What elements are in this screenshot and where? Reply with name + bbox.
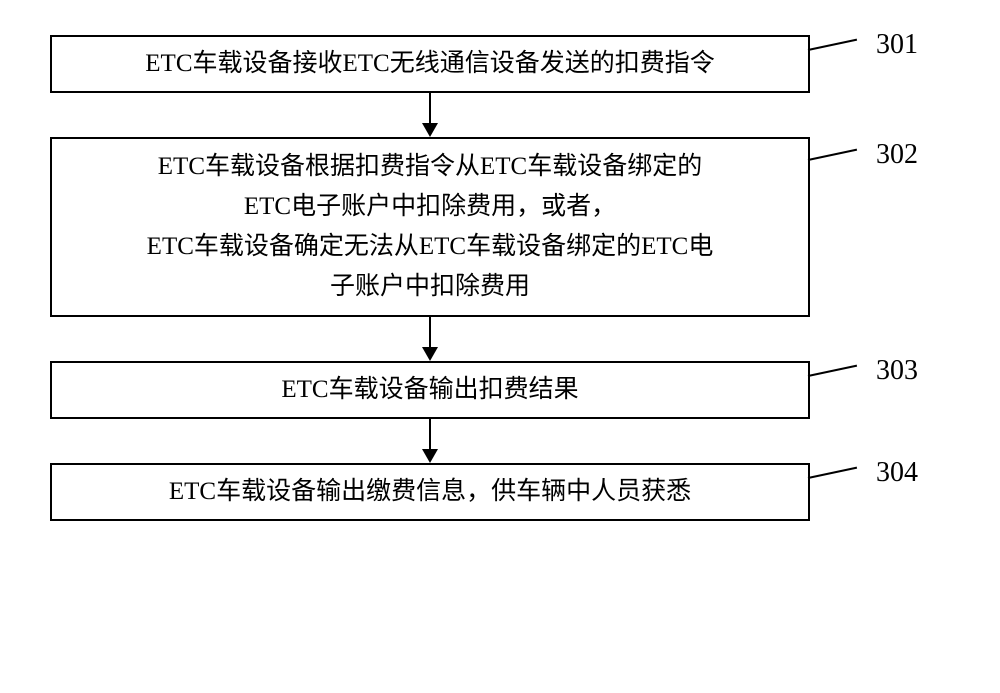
step-label-1: 301: [876, 29, 918, 61]
arrow-3: [50, 419, 810, 463]
flowchart-node-3: 303 ETC车载设备输出扣费结果: [50, 361, 810, 419]
down-arrow-icon: [415, 317, 445, 361]
flowchart-node-1: 301 ETC车载设备接收ETC无线通信设备发送的扣费指令: [50, 35, 810, 93]
flowchart-node-4: 304 ETC车载设备输出缴费信息，供车辆中人员获悉: [50, 463, 810, 521]
node-text-4: ETC车载设备输出缴费信息，供车辆中人员获悉: [169, 472, 691, 512]
flowchart-node-2: 302 ETC车载设备根据扣费指令从ETC车载设备绑定的 ETC电子账户中扣除费…: [50, 137, 810, 317]
connector-line: [808, 39, 857, 51]
connector-line: [808, 467, 857, 479]
down-arrow-icon: [415, 93, 445, 137]
step-label-3: 303: [876, 355, 918, 387]
step-label-4: 304: [876, 457, 918, 489]
connector-line: [808, 365, 857, 377]
etc-flowchart: 301 ETC车载设备接收ETC无线通信设备发送的扣费指令 302 ETC车载设…: [50, 35, 950, 521]
arrow-2: [50, 317, 810, 361]
arrow-1: [50, 93, 810, 137]
down-arrow-icon: [415, 419, 445, 463]
connector-line: [808, 149, 857, 161]
step-label-2: 302: [876, 139, 918, 171]
node-text-3: ETC车载设备输出扣费结果: [281, 370, 578, 410]
node-text-2: ETC车载设备根据扣费指令从ETC车载设备绑定的 ETC电子账户中扣除费用，或者…: [147, 147, 714, 307]
node-text-1: ETC车载设备接收ETC无线通信设备发送的扣费指令: [145, 44, 714, 84]
